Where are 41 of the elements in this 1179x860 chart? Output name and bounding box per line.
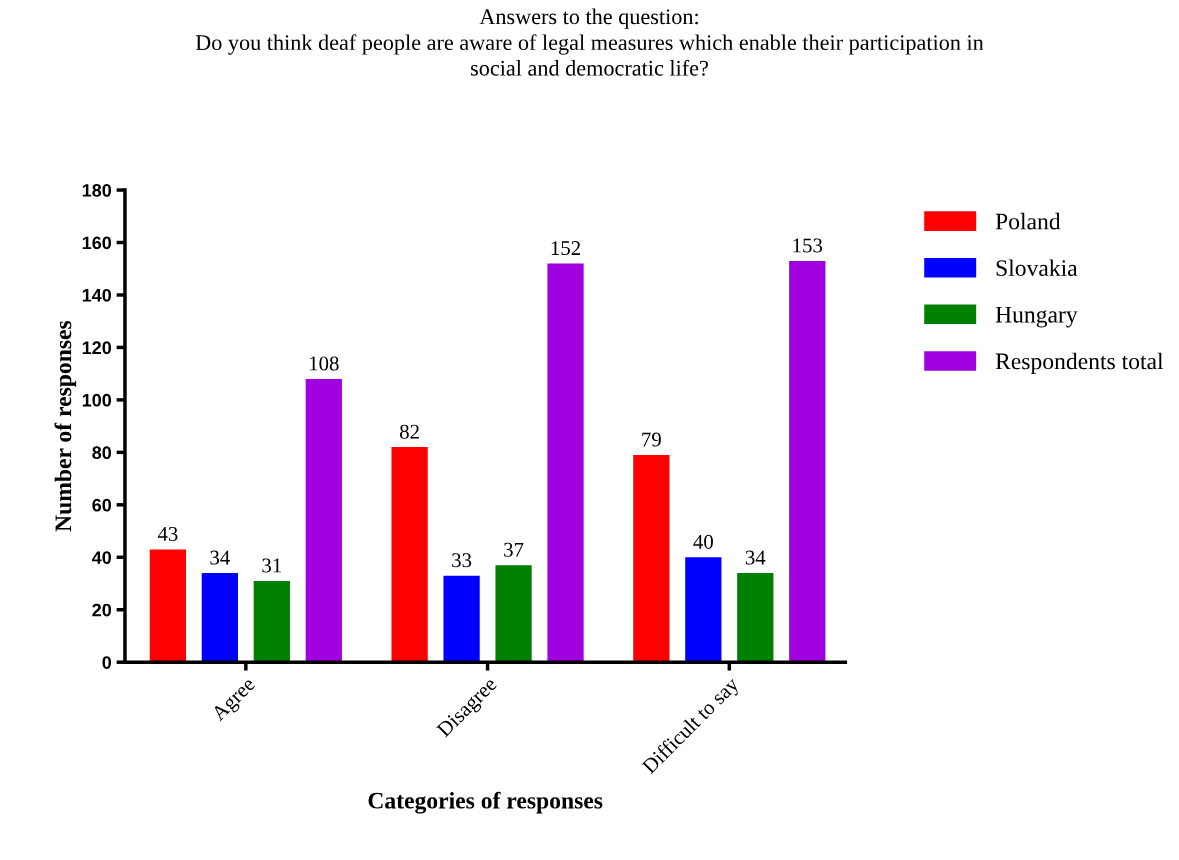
y-tick-label: 160 [82, 236, 112, 250]
bar [789, 260, 826, 663]
bar [201, 573, 238, 663]
data-label: 82 [399, 424, 419, 439]
data-label: 43 [157, 527, 178, 542]
data-label: 153 [793, 238, 823, 253]
legend-label: Slovakia [996, 259, 1078, 277]
y-tick-label: 20 [92, 603, 112, 617]
legend-label: Respondents total [995, 352, 1164, 375]
y-tick-label: 0 [102, 656, 112, 669]
y-tick-label: 80 [92, 446, 112, 460]
data-label: 79 [642, 432, 661, 447]
data-label: 40 [693, 534, 713, 549]
bar [547, 263, 584, 663]
y-axis-title: Number of responses [54, 320, 77, 532]
data-label: 152 [551, 241, 581, 256]
bar [391, 447, 428, 663]
y-tick-label: 120 [82, 341, 112, 355]
data-label: 34 [745, 550, 766, 565]
data-label: 108 [310, 356, 339, 371]
y-tick-label: 60 [92, 498, 112, 512]
bar [149, 549, 187, 663]
chart-title: Answers to the question: Do you think deaf people are aware of legal measures which enable their participation in social and democratic life? [195, 8, 984, 76]
y-tick-label: 100 [82, 393, 112, 407]
legend-label: Hungary [995, 306, 1078, 328]
data-label: 33 [452, 553, 472, 568]
data-label: 34 [210, 550, 230, 565]
bar [685, 557, 722, 663]
bar [495, 565, 532, 663]
legend-label: Poland [995, 212, 1061, 230]
y-tick-label: 140 [82, 288, 112, 302]
bar [305, 378, 342, 663]
bar [443, 575, 480, 663]
y-tick-label: 180 [82, 183, 112, 197]
bar [253, 580, 290, 663]
y-tick-label: 40 [91, 551, 112, 564]
data-label: 37 [504, 542, 524, 557]
bar [737, 573, 774, 663]
x-axis-title: Categories of responses [368, 791, 603, 814]
bar [633, 454, 670, 663]
data-label: 31 [262, 558, 281, 573]
